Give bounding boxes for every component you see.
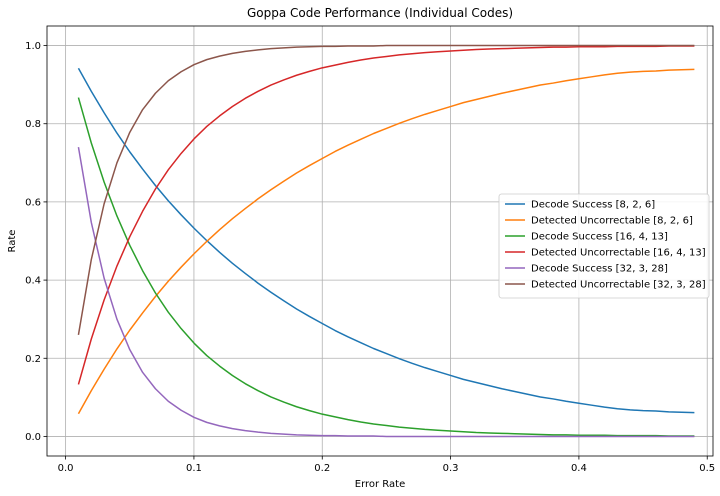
x-axis-ticks: 0.0 0.1 0.2 0.3 0.4 0.5 (58, 456, 715, 474)
y-tick-label-0: 0.0 (25, 432, 41, 443)
y-axis-label: Rate (7, 230, 18, 253)
x-tick-label-5: 0.5 (699, 463, 715, 474)
x-tick-label-4: 0.4 (571, 463, 587, 474)
y-tick-label-5: 1.0 (25, 41, 41, 52)
series-line-1 (77, 68, 695, 415)
legend-label-2: Decode Success [16, 4, 13] (531, 232, 668, 243)
series-line-0 (77, 67, 695, 414)
chart-title: Goppa Code Performance (Individual Codes… (247, 6, 513, 20)
series-line-3 (77, 45, 695, 385)
series-lines (77, 44, 695, 438)
y-tick-label-1: 0.2 (25, 354, 41, 365)
legend-label-1: Detected Uncorrectable [8, 2, 6] (531, 216, 693, 227)
x-tick-label-1: 0.1 (186, 463, 202, 474)
y-tick-label-2: 0.4 (25, 276, 41, 287)
legend-label-4: Decode Success [32, 3, 28] (531, 264, 668, 275)
legend: Decode Success [8, 2, 6] Detected Uncorre… (498, 193, 710, 299)
x-tick-label-0: 0.0 (58, 463, 74, 474)
legend-label-5: Detected Uncorrectable [32, 3, 28] (531, 280, 706, 291)
x-tick-label-2: 0.2 (314, 463, 330, 474)
x-tick-label-3: 0.3 (443, 463, 459, 474)
y-tick-label-3: 0.6 (25, 197, 41, 208)
axes-spines (46, 25, 714, 457)
legend-label-3: Detected Uncorrectable [16, 4, 13] (531, 248, 706, 259)
x-axis-label: Error Rate (355, 479, 405, 490)
series-line-4 (77, 147, 695, 438)
series-line-2 (77, 97, 695, 437)
series-line-5 (77, 44, 695, 335)
y-axis-ticks: 0.0 0.2 0.4 0.6 0.8 1.0 (25, 41, 47, 443)
legend-box (498, 193, 710, 299)
legend-label-0: Decode Success [8, 2, 6] (531, 200, 655, 211)
y-tick-label-4: 0.8 (25, 119, 41, 130)
axes-frame (46, 25, 714, 457)
